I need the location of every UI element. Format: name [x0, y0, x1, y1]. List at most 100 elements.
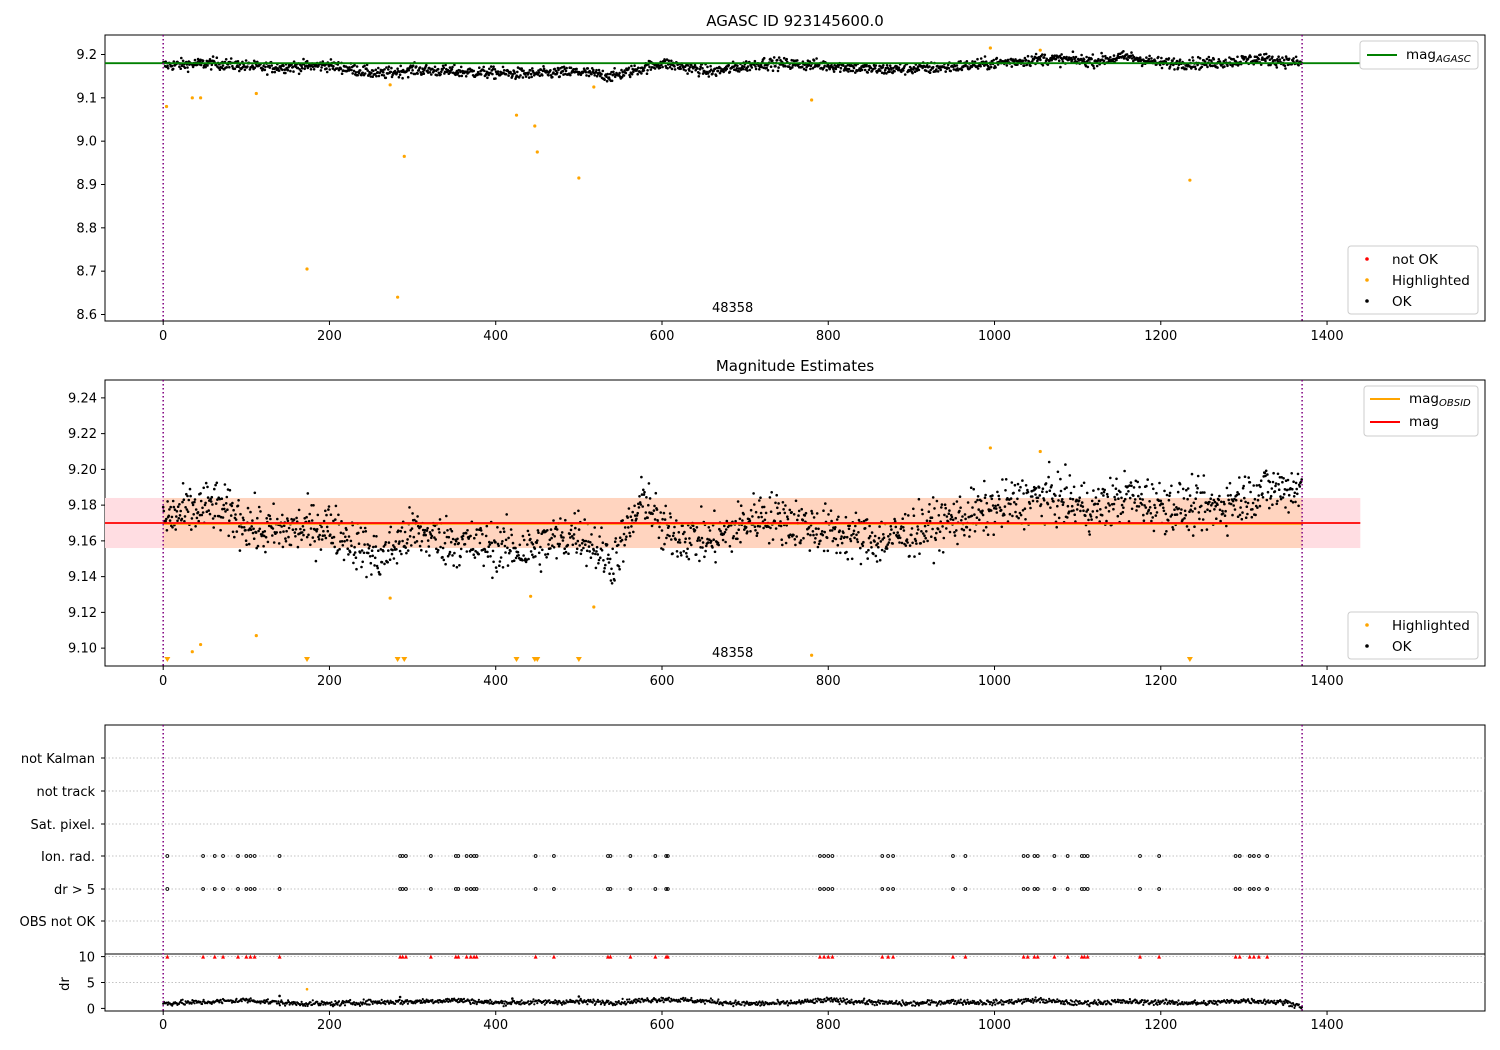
magnitude-ok-point — [877, 536, 881, 540]
magnitude-ok-point — [1137, 505, 1141, 508]
agasc-ok-point — [701, 67, 704, 70]
magnitude-ok-point — [201, 511, 205, 514]
magnitude-ok-point — [853, 536, 856, 540]
agasc-ok-point — [229, 57, 233, 60]
magnitude-ok-point — [199, 499, 203, 503]
agasc-ok-point — [374, 68, 378, 72]
agasc-ok-point — [369, 75, 373, 78]
magnitude-ok-point — [1086, 508, 1090, 512]
magnitude-ok-point — [192, 513, 195, 516]
magnitude-ok-point — [709, 539, 713, 543]
magnitude-ok-point — [1271, 503, 1274, 507]
dr-point — [646, 997, 649, 1000]
magnitude-ok-point — [1078, 496, 1081, 500]
magnitude-ok-point — [286, 519, 290, 523]
magnitude-ok-point — [435, 547, 438, 551]
magnitude-ok-point — [566, 543, 570, 547]
agasc-ok-point — [325, 70, 329, 74]
agasc-ok-point — [725, 67, 729, 71]
agasc-ok-point — [1268, 58, 1272, 61]
magnitude-highlighted-point — [810, 653, 814, 657]
dr-point — [414, 1002, 417, 1005]
agasc-ok-point — [382, 74, 386, 77]
magnitude-ok-point — [600, 526, 603, 529]
magnitude-ok-point — [875, 560, 879, 563]
magnitude-ok-point — [284, 537, 287, 540]
magnitude-ok-point — [443, 531, 446, 534]
magnitude-ok-point — [637, 502, 640, 506]
magnitude-ok-point — [606, 557, 609, 561]
magnitude-ok-point — [792, 513, 796, 516]
agasc-ok-point — [949, 69, 952, 73]
agasc-ok-point — [648, 65, 651, 69]
agasc-ok-point — [542, 65, 545, 68]
magnitude-ok-point — [908, 554, 911, 558]
magnitude-y-tick-label: 9.18 — [68, 499, 97, 514]
magnitude-ok-point — [536, 539, 539, 542]
flags-marker — [201, 887, 205, 891]
magnitude-ok-point — [433, 536, 436, 539]
flags-marker — [201, 854, 205, 858]
magnitude-ok-point — [973, 513, 976, 516]
magnitude-ok-point — [316, 513, 320, 517]
magnitude-ok-point — [498, 564, 501, 567]
dr-point — [475, 1003, 478, 1006]
magnitude-ok-point — [790, 511, 793, 514]
magnitude-ok-point — [303, 517, 307, 520]
magnitude-ok-point — [1195, 484, 1198, 487]
magnitude-x-tick-label: 600 — [650, 674, 675, 689]
magnitude-ok-point — [822, 549, 826, 553]
agasc-ok-point — [401, 76, 404, 80]
flags-marker — [244, 887, 249, 891]
magnitude-ok-point — [873, 534, 877, 538]
magnitude-ok-point — [223, 483, 227, 486]
magnitude-ok-point — [546, 552, 550, 556]
magnitude-ok-point — [368, 544, 371, 548]
magnitude-ok-point — [455, 565, 459, 569]
magnitude-ok-point — [367, 547, 371, 550]
magnitude-ok-point — [1038, 494, 1042, 497]
magnitude-ok-point — [834, 537, 838, 541]
magnitude-ok-point — [511, 541, 515, 545]
magnitude-ok-point — [438, 531, 441, 534]
agasc-ok-point — [1150, 57, 1153, 60]
magnitude-ok-point — [1004, 478, 1008, 481]
magnitude-ok-point — [594, 566, 598, 570]
flags-marker — [830, 887, 835, 891]
magnitude-ok-point — [1218, 508, 1222, 512]
magnitude-ok-point — [552, 519, 555, 522]
magnitude-ok-point — [1290, 472, 1293, 475]
magnitude-ok-point — [855, 533, 858, 537]
magnitude-ok-point — [1176, 490, 1180, 494]
agasc-ok-point — [612, 70, 615, 74]
dr-point — [462, 997, 466, 1001]
magnitude-ok-point — [719, 529, 722, 533]
magnitude-ok-point — [583, 518, 586, 521]
agasc-ok-point — [1167, 57, 1171, 60]
agasc-ok-point — [430, 73, 433, 76]
dr-point — [249, 997, 252, 1000]
dr-point — [221, 1002, 224, 1005]
magnitude-ok-point — [206, 485, 209, 489]
magnitude-ok-point — [1115, 477, 1118, 481]
agasc-ok-point — [688, 69, 691, 72]
flags-marker — [891, 887, 895, 891]
magnitude-ok-point — [938, 530, 942, 533]
magnitude-ok-point — [1019, 485, 1022, 489]
magnitude-ok-point — [1170, 484, 1173, 488]
magnitude-ok-point — [420, 548, 423, 552]
agasc-ok-point — [1277, 55, 1280, 58]
magnitude-ok-point — [1016, 482, 1020, 486]
agasc-ok-point — [622, 74, 626, 77]
magnitude-ok-point — [388, 531, 391, 534]
magnitude-ok-point — [524, 560, 528, 564]
magnitude-ok-point — [338, 547, 341, 551]
magnitude-ok-point — [643, 490, 646, 494]
dr-point — [649, 1001, 653, 1004]
flags-marker — [608, 854, 613, 858]
magnitude-ok-point — [605, 543, 609, 546]
magnitude-ok-point — [393, 546, 396, 549]
magnitude-ok-point — [1054, 494, 1057, 497]
magnitude-ok-point — [572, 537, 575, 540]
magnitude-highlighted-below-marker — [304, 657, 311, 662]
